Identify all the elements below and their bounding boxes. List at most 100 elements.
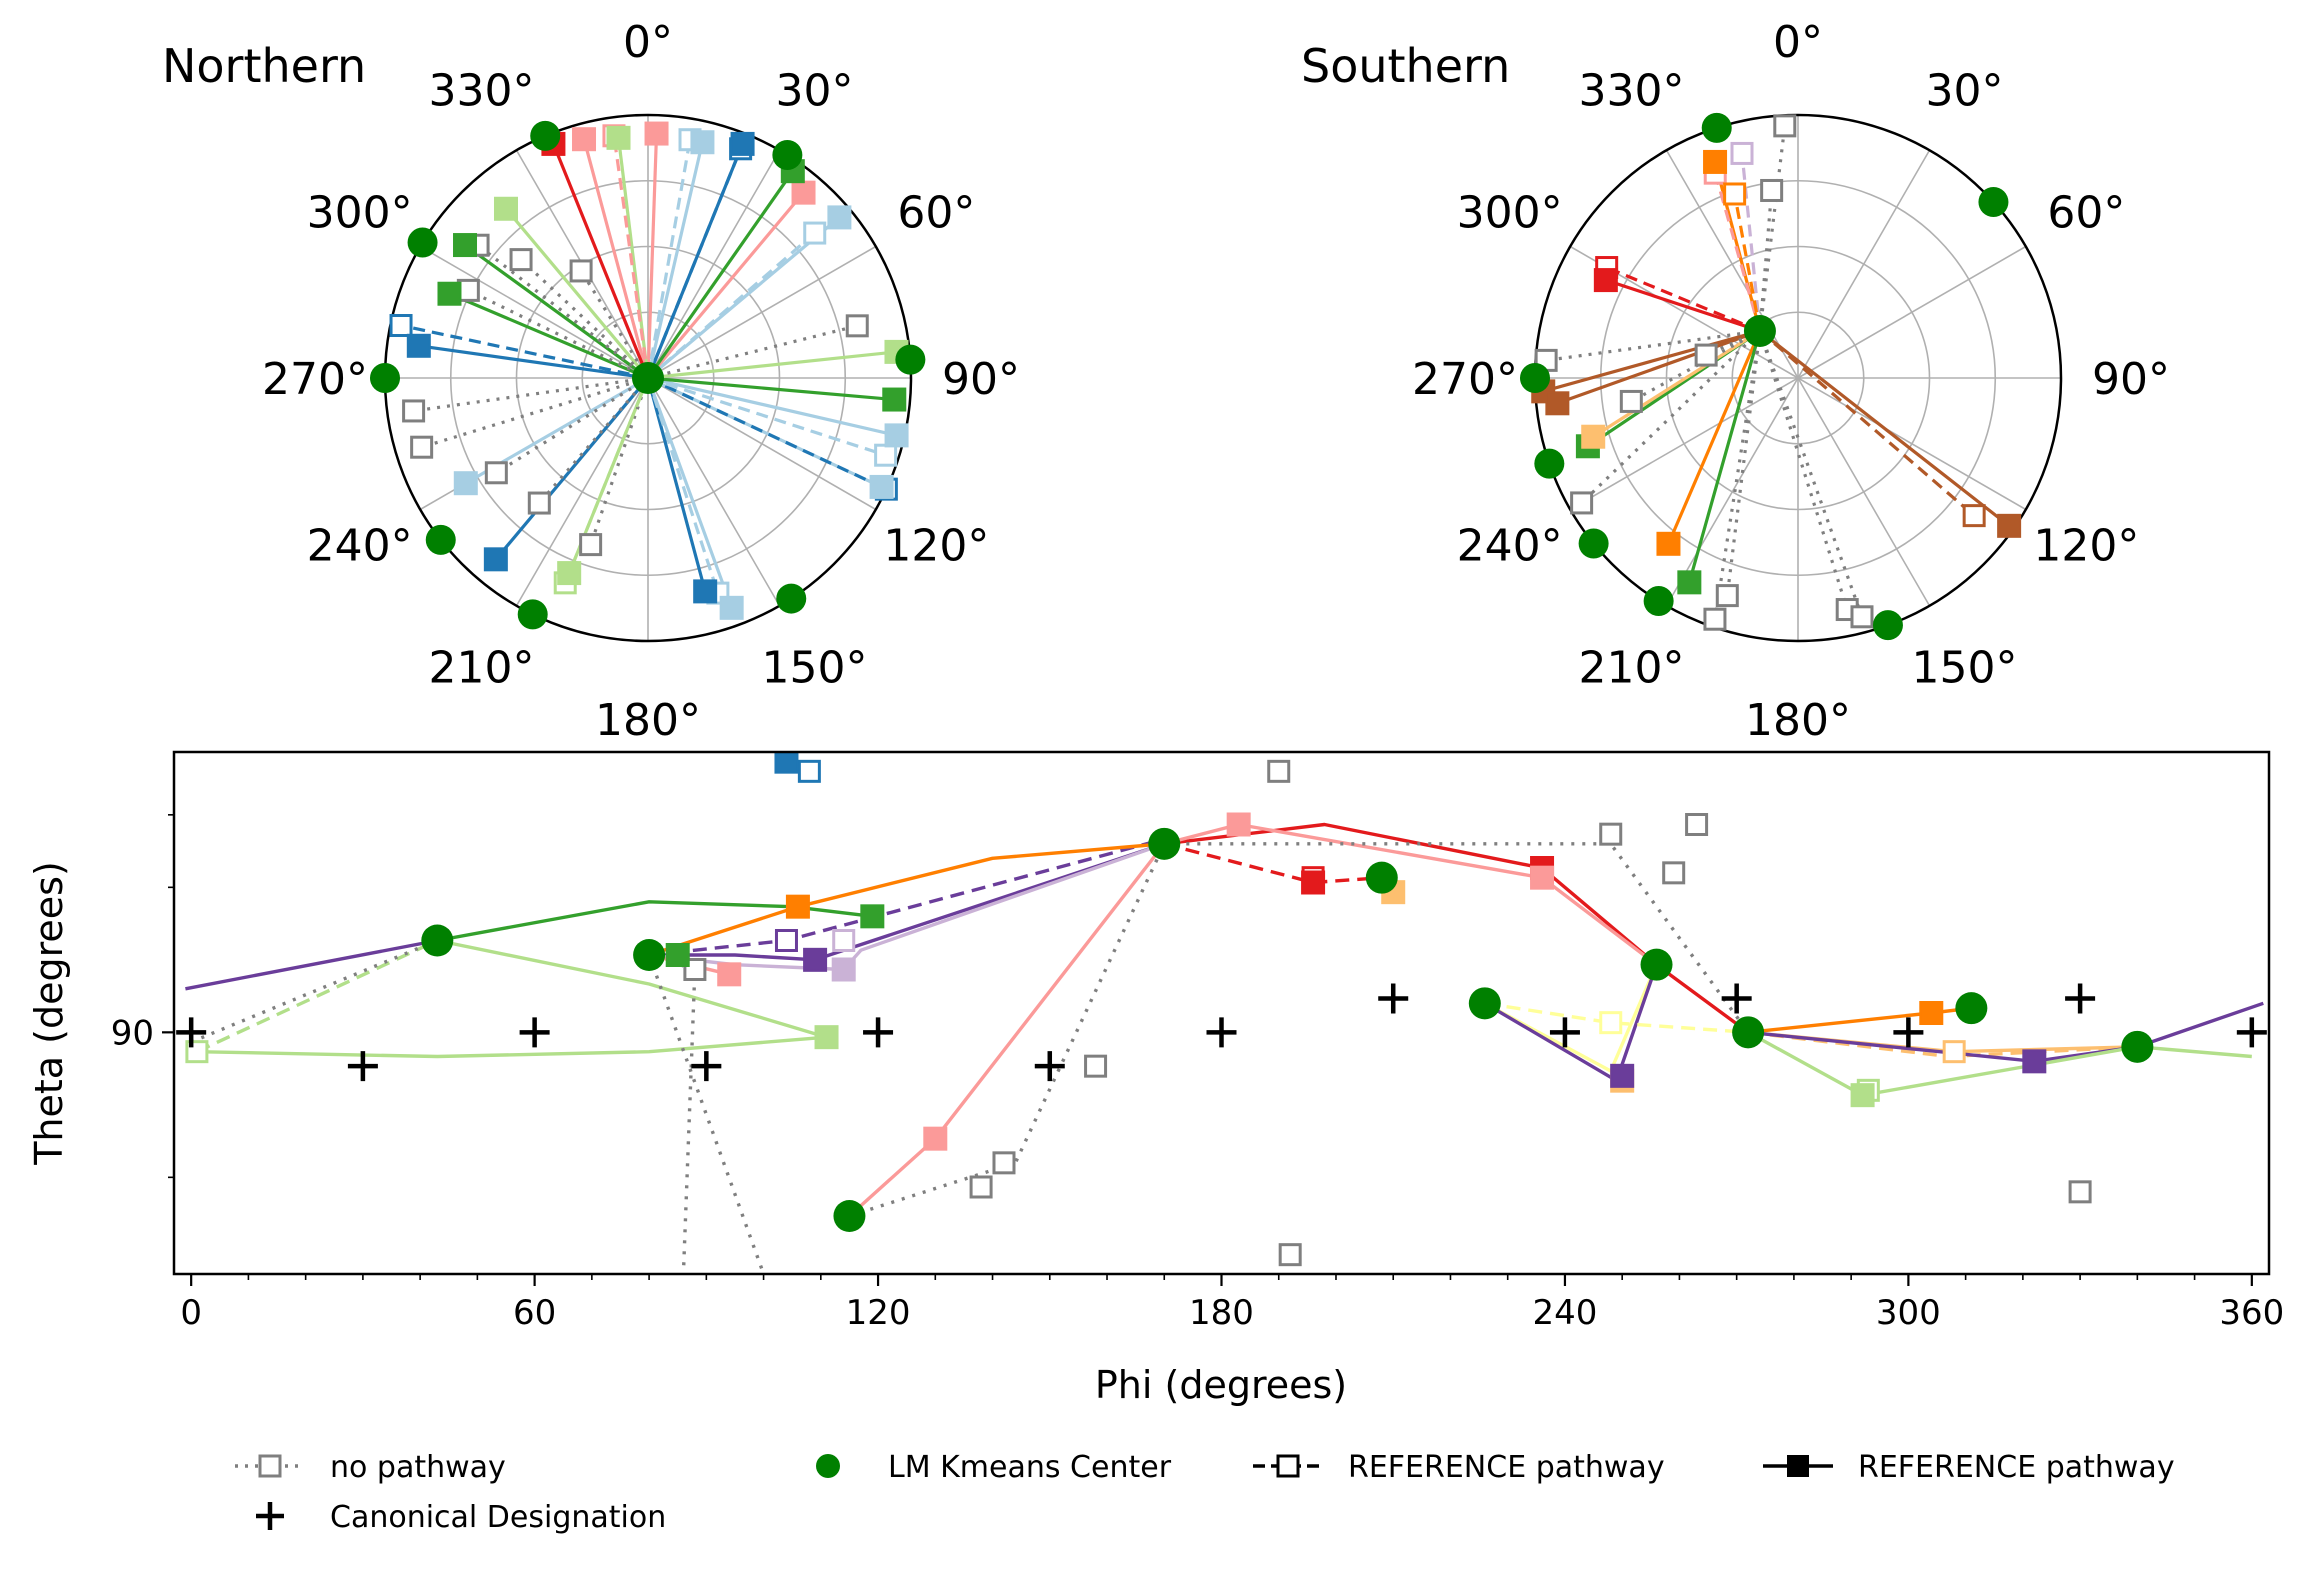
- north-pathway-dashed-0: [400, 323, 649, 380]
- open-square-16: [1942, 1040, 1966, 1064]
- series-line-26: [647, 954, 766, 1274]
- south-tick-210: 210°: [1579, 642, 1685, 693]
- south-pathway-dashed-7: [1580, 329, 1762, 505]
- kmeans-center-2: [833, 1200, 866, 1232]
- canonical-designation-3: [691, 1051, 722, 1082]
- north-open-square-15: [569, 259, 593, 283]
- polar-northern-title: Northern: [162, 39, 366, 93]
- series-line-22: [1164, 842, 1750, 1034]
- south-open-square-7: [1570, 491, 1594, 515]
- south-tick-120: 120°: [2033, 521, 2139, 572]
- filled-square-17: [1919, 1001, 1944, 1025]
- north-open-square-3: [484, 461, 508, 485]
- series-line-4: [196, 938, 439, 1054]
- x-tick-label-60: 60: [513, 1293, 556, 1333]
- x-tick-label-360: 360: [2219, 1293, 2284, 1333]
- north-pathway-line-21: [448, 292, 649, 380]
- legend: no pathway LM Kmeans Center REFERENCE path…: [235, 1450, 2175, 1535]
- south-grid-spoke-60: [1797, 245, 2027, 379]
- north-filled-square-1: [453, 471, 478, 496]
- north-tick-300: 300°: [307, 188, 413, 239]
- north-tick-270: 270°: [262, 354, 368, 405]
- south-tick-60: 60°: [2047, 188, 2125, 239]
- series-line-5: [649, 842, 1165, 962]
- north-kmeans-center-1: [517, 599, 548, 630]
- series-line-24: [190, 938, 438, 1044]
- filled-square-10: [1301, 870, 1326, 895]
- polar-southern: Southern 0° 30° 60° 90° 120° 150° 180° 210° 240°…: [1301, 17, 2170, 746]
- x-tick-label-300: 300: [1876, 1293, 1941, 1333]
- south-open-square-0: [1773, 114, 1797, 138]
- north-filled-square-3: [557, 561, 582, 586]
- series-line-17: [1747, 1001, 2264, 1063]
- north-filled-square-8: [882, 387, 907, 412]
- series-line-3: [196, 1035, 827, 1059]
- south-filled-square-0: [1703, 149, 1728, 174]
- south-center-point-0: [1743, 314, 1776, 347]
- north-pathway-line-4: [646, 377, 707, 592]
- filled-square-8: [923, 1126, 948, 1151]
- north-pathway-line-15: [646, 133, 659, 379]
- canonical-designation-2: [519, 1017, 550, 1048]
- south-open-square-11: [1703, 607, 1727, 631]
- south-open-square-10: [1715, 584, 1739, 608]
- series-line-6: [648, 842, 1165, 972]
- legend-entry-0: no pathway: [235, 1450, 506, 1485]
- north-pathway-dashed-11: [646, 139, 692, 379]
- kmeans-center-8: [1955, 992, 1988, 1025]
- kmeans-center-4: [1365, 861, 1398, 894]
- north-pathway-line-11: [646, 191, 805, 380]
- north-grid-spoke-150: [647, 377, 781, 607]
- canonical-designation-7: [1378, 983, 1409, 1014]
- x-tick-label-120: 120: [846, 1293, 911, 1333]
- north-open-square-9: [803, 221, 827, 245]
- north-tick-330: 330°: [429, 66, 535, 117]
- north-filled-square-0: [406, 333, 431, 358]
- cartesian-panel: 0 60 120 180 240 300 360 90 Phi (degrees) Theta…: [27, 750, 2284, 1407]
- south-pathway-line-8: [1758, 329, 2011, 528]
- kmeans-center-6: [1640, 948, 1673, 981]
- polar-northern-tick-labels: 0° 30° 60° 90° 120° 150° 180° 210° 240° 270° 300° 3…: [262, 17, 1020, 746]
- south-pathway-dashed-10: [1725, 330, 1762, 596]
- legend-swatch-marker-2: [1276, 1454, 1300, 1478]
- north-pathway-line-2: [494, 376, 650, 561]
- series-line-7: [648, 837, 1165, 957]
- series-line-25: [648, 953, 697, 1274]
- north-tick-210: 210°: [429, 642, 535, 693]
- south-open-square-3: [1723, 182, 1747, 206]
- kmeans-center-3: [1148, 827, 1181, 860]
- canonical-designation-0: [176, 1017, 207, 1048]
- legend-swatch-marker-0: [258, 1454, 282, 1478]
- north-filled-square-20: [453, 233, 478, 258]
- north-tick-180: 180°: [595, 695, 701, 746]
- south-tick-240: 240°: [1457, 521, 1563, 572]
- south-pathway-dashed-8: [1630, 329, 1761, 403]
- series-line-2: [436, 938, 827, 1039]
- north-filled-square-6: [869, 474, 894, 499]
- north-pathway-line-9: [647, 350, 897, 380]
- canonical-designation-11: [2065, 983, 2096, 1014]
- north-pathway-dashed-10: [646, 148, 743, 379]
- south-grid-spoke-150: [1797, 377, 1931, 607]
- north-filled-square-13: [730, 131, 755, 156]
- open-square-8: [1685, 813, 1709, 836]
- north-tick-0: 0°: [623, 17, 673, 68]
- south-pathway-dashed-14: [1758, 329, 1976, 517]
- filled-square-13: [1530, 865, 1555, 890]
- south-kmeans-center-2: [1520, 363, 1550, 393]
- north-filled-square-2: [483, 547, 508, 572]
- north-tick-240: 240°: [307, 521, 413, 572]
- filled-square-6: [860, 904, 885, 929]
- south-tick-90: 90°: [2092, 354, 2170, 405]
- north-open-square-8: [874, 443, 898, 467]
- north-pathway-line-7: [647, 376, 897, 437]
- legend-label-3: REFERENCE pathway: [1858, 1450, 2175, 1485]
- south-open-square-8: [1619, 389, 1643, 413]
- north-center-point-0: [632, 362, 664, 394]
- south-open-square-9: [1694, 343, 1718, 367]
- legend-entry-1: LM Kmeans Center: [816, 1450, 1172, 1485]
- north-filled-square-17: [572, 127, 597, 152]
- north-tick-120: 120°: [883, 521, 989, 572]
- south-open-square-13: [1850, 605, 1874, 629]
- legend-entry-2: REFERENCE pathway: [1253, 1450, 1665, 1485]
